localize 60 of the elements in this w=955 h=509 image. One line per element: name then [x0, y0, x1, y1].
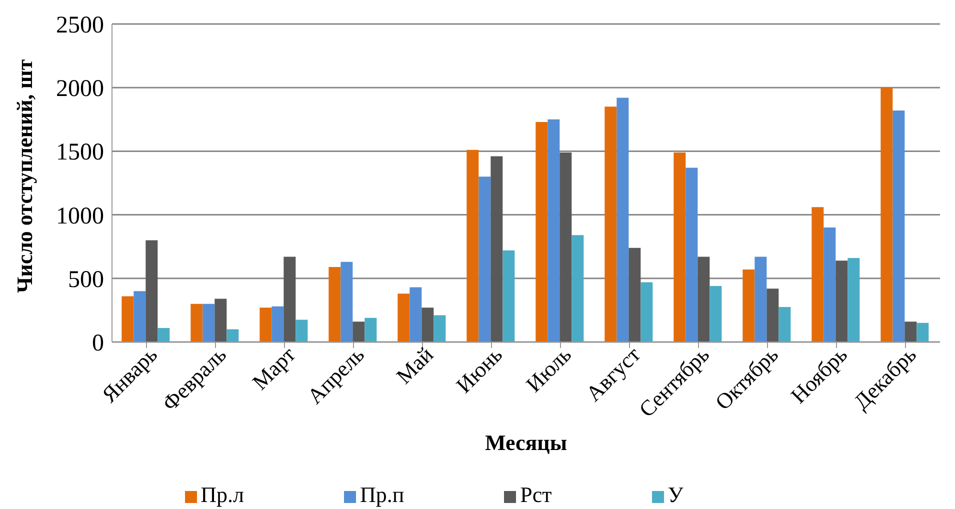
bar [904, 322, 917, 342]
bar [226, 329, 239, 342]
bar [490, 156, 503, 342]
y-tick-label: 1000 [56, 203, 104, 230]
bar [778, 307, 791, 342]
bar [190, 304, 203, 342]
bar [422, 308, 434, 342]
legend-label: У [668, 482, 684, 507]
bar [824, 228, 836, 342]
bar [848, 258, 860, 342]
bar [158, 328, 170, 342]
y-tick-label: 2500 [56, 12, 104, 39]
bar [560, 152, 572, 342]
x-axis-title: Месяцы [484, 430, 568, 455]
bar [880, 88, 893, 342]
bar [604, 106, 617, 342]
bar [742, 269, 755, 342]
legend-label: Пр.п [360, 482, 404, 507]
bar [812, 207, 824, 342]
bar [202, 304, 215, 342]
bar [536, 122, 548, 342]
bar [146, 240, 158, 342]
y-axis-title: Число отступлений, шт [12, 59, 37, 293]
y-tick-label: 1500 [56, 140, 104, 166]
bar [260, 308, 272, 342]
bar [434, 315, 446, 342]
bar [916, 322, 929, 342]
bar [398, 294, 410, 342]
bar [698, 256, 710, 342]
bar [628, 248, 641, 342]
bar [836, 260, 848, 342]
y-tick-label: 500 [68, 266, 104, 293]
bar [892, 110, 905, 342]
bar [548, 119, 560, 342]
y-tick-label: 2000 [56, 76, 104, 102]
bar [466, 150, 479, 342]
bar [754, 256, 767, 342]
bar [328, 266, 341, 342]
bar [686, 168, 698, 342]
bar [352, 322, 365, 342]
bar [272, 306, 284, 342]
bar [296, 320, 308, 342]
legend-label: Рст [520, 482, 552, 507]
y-tick-label: 0 [92, 330, 104, 357]
bar [766, 288, 779, 342]
bar [340, 262, 353, 342]
bar [674, 152, 686, 342]
bar [284, 256, 296, 342]
bar [122, 296, 134, 342]
bar [640, 282, 653, 342]
bar [134, 291, 146, 342]
bar [214, 298, 227, 342]
bar [710, 286, 722, 342]
bar [410, 287, 422, 342]
bar [478, 176, 491, 342]
bar [572, 235, 584, 342]
bar [364, 318, 377, 342]
legend-label: Пр.л [200, 482, 244, 507]
bar [502, 250, 515, 342]
bar [616, 98, 629, 342]
